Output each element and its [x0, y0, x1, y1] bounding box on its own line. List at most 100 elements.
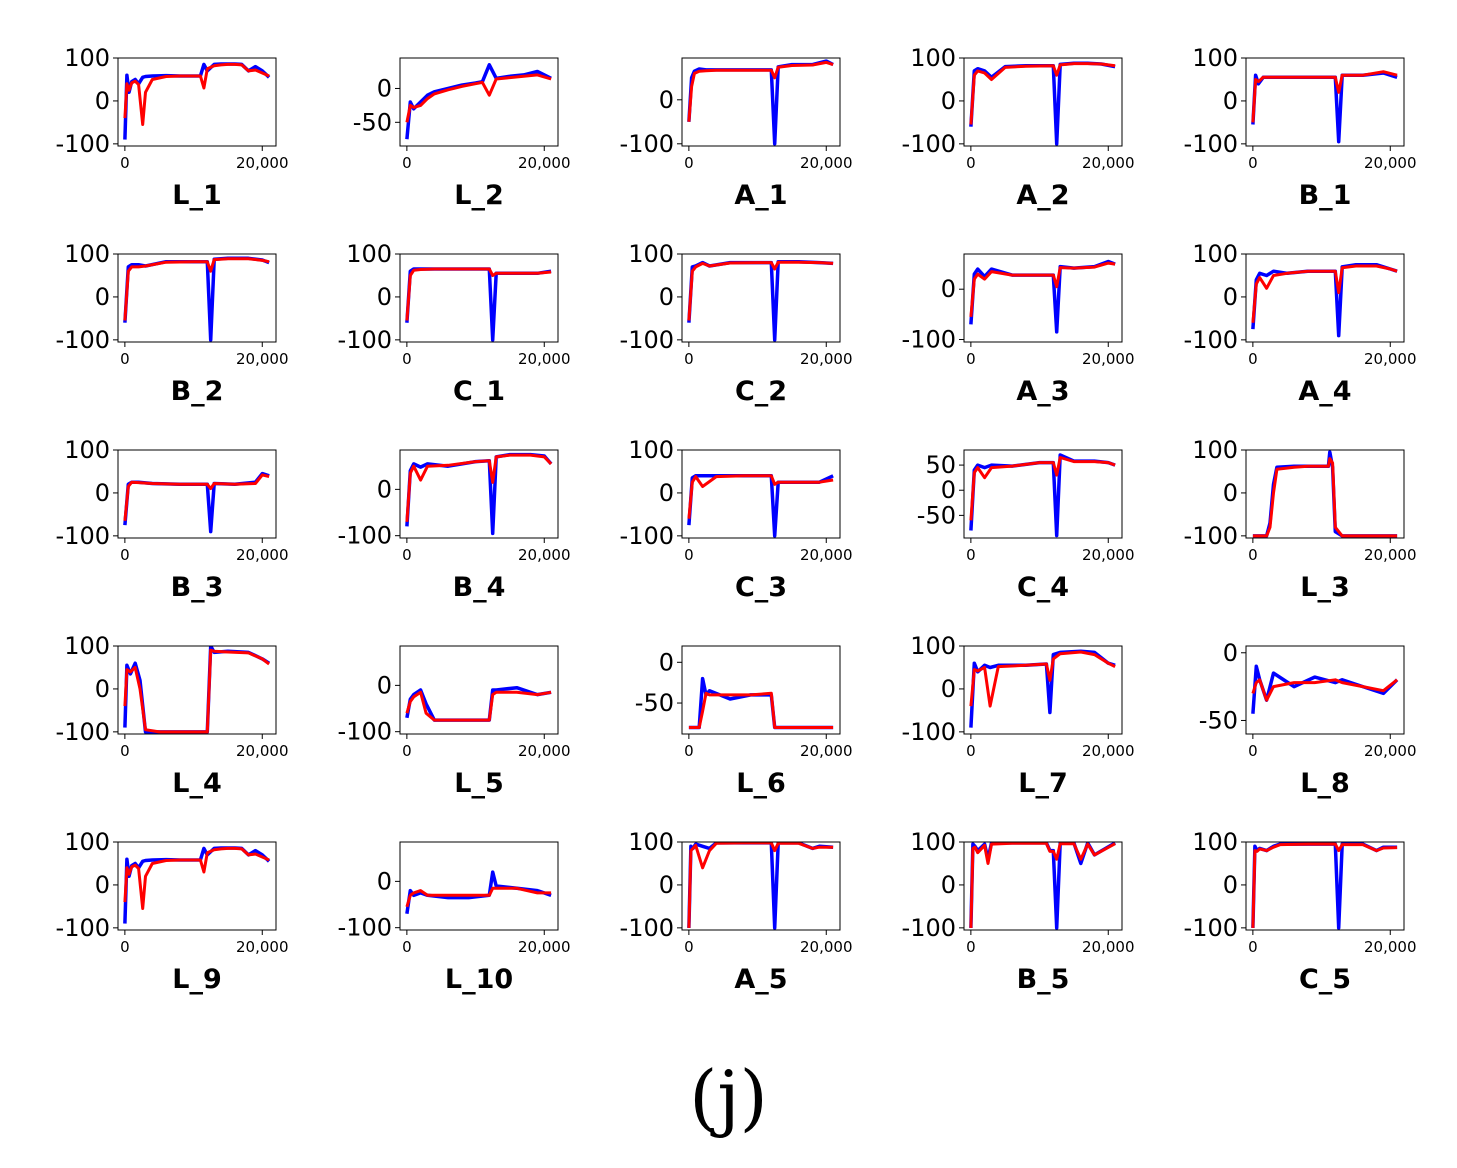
subplot-title: L_6 [736, 768, 786, 799]
y-tick-label: 0 [659, 86, 674, 114]
plot-area [969, 259, 1116, 334]
axes-frame [681, 449, 841, 539]
x-tick-label: 0 [684, 154, 694, 172]
y-tick-label: 0 [377, 671, 392, 699]
subplot-title: A_3 [1016, 376, 1069, 407]
axes-frame [963, 841, 1123, 931]
series-smooth-line [1252, 457, 1398, 538]
x-tick-label: 0 [966, 938, 976, 956]
x-tick-label: 20,000 [236, 350, 289, 368]
x-tick-label: 0 [120, 938, 130, 956]
y-tick-label: -100 [338, 914, 392, 942]
y-tick-label: 0 [1223, 871, 1238, 899]
y-tick-label: -50 [1199, 706, 1238, 734]
axes-frame [963, 449, 1123, 539]
x-tick-label: 0 [402, 742, 412, 760]
plot-area [687, 474, 834, 538]
subplot-a-3: 0 -100 0 20,000 A_3 [902, 253, 1135, 407]
x-tick-label: 20,000 [1364, 742, 1417, 760]
subplot-title: A_4 [1298, 376, 1351, 407]
y-tick-label: -100 [1184, 326, 1238, 354]
subplot-l-3: 100 0 -100 0 20,000 L_3 [1184, 436, 1417, 603]
x-tick-label: 0 [684, 742, 694, 760]
y-tick-label: 0 [95, 479, 110, 507]
x-tick-label: 20,000 [518, 938, 571, 956]
y-tick-label: -100 [620, 914, 674, 942]
x-tick-label: 20,000 [800, 154, 853, 172]
plot-area [123, 646, 271, 734]
subplot-b-4: 0 -100 0 20,000 B_4 [338, 449, 571, 603]
y-tick-label: 100 [910, 44, 956, 72]
series-smooth-line [687, 842, 834, 928]
x-tick-label: 0 [120, 350, 130, 368]
series-raw-line [1251, 71, 1398, 144]
series-smooth-line [969, 62, 1116, 125]
y-tick-label: -50 [635, 689, 674, 717]
subplot-a-1: 0 -100 0 20,000 A_1 [620, 57, 853, 211]
plot-area [123, 62, 271, 140]
plot-area [687, 59, 834, 146]
plot-area [969, 61, 1116, 146]
axes-frame [399, 253, 559, 343]
plot-area [687, 842, 834, 930]
x-tick-label: 0 [402, 350, 412, 368]
y-tick-label: -100 [620, 326, 674, 354]
subplot-title: L_8 [1300, 768, 1350, 799]
y-tick-label: 100 [64, 436, 110, 464]
x-tick-label: 20,000 [236, 546, 289, 564]
series-smooth-line [688, 691, 834, 729]
subplot-a-2: 100 0 -100 0 20,000 A_2 [902, 44, 1135, 211]
plot-area [405, 267, 552, 342]
subplot-title: A_1 [734, 180, 787, 211]
subplot-title: L_2 [454, 180, 504, 211]
y-tick-label: 100 [910, 828, 956, 856]
plot-area [405, 870, 552, 915]
x-tick-label: 20,000 [1082, 742, 1135, 760]
y-tick-label: 0 [95, 87, 110, 115]
subplot-l-6: 0 -50 0 20,000 L_6 [635, 645, 853, 799]
series-smooth-line [405, 690, 552, 722]
subplot-title: A_5 [734, 964, 787, 995]
axes-frame [681, 253, 841, 343]
subplot-title: B_2 [171, 376, 224, 407]
series-smooth-line [969, 650, 1116, 708]
series-smooth-line [405, 267, 552, 321]
y-tick-label: -100 [620, 130, 674, 158]
series-smooth-line [1251, 264, 1398, 323]
subplot-title: B_1 [1299, 180, 1352, 211]
plot-area [405, 685, 552, 722]
plot-area [1251, 70, 1398, 144]
x-tick-label: 20,000 [1364, 154, 1417, 172]
x-tick-label: 20,000 [518, 154, 571, 172]
plot-area [688, 676, 834, 730]
y-tick-label: -100 [902, 914, 956, 942]
plot-area [1251, 664, 1399, 714]
y-tick-label: 0 [659, 479, 674, 507]
series-smooth-line [123, 62, 270, 126]
plot-area [405, 63, 552, 140]
y-tick-label: -50 [353, 108, 392, 136]
x-tick-label: 0 [402, 938, 412, 956]
subplot-c-2: 100 0 -100 0 20,000 C_2 [620, 240, 853, 407]
x-tick-label: 0 [1248, 546, 1258, 564]
y-tick-label: 100 [64, 240, 110, 268]
series-smooth-line [405, 453, 553, 522]
subplot-title: C_5 [1299, 964, 1351, 995]
subplot-c-5: 100 0 -100 0 20,000 C_5 [1184, 828, 1417, 995]
x-tick-label: 0 [120, 546, 130, 564]
subplot-l-1: 100 0 -100 0 20,000 L_1 [56, 44, 289, 211]
y-tick-label: 0 [1223, 479, 1238, 507]
plot-area [123, 256, 270, 342]
subplot-title: A_2 [1016, 180, 1069, 211]
subplot-l-8: 0 -50 0 20,000 L_8 [1199, 639, 1417, 799]
x-tick-label: 0 [966, 742, 976, 760]
x-tick-label: 0 [1248, 154, 1258, 172]
axes-frame [681, 57, 841, 147]
x-tick-label: 20,000 [518, 350, 571, 368]
subplot-title: C_4 [1017, 572, 1069, 603]
y-tick-label: -100 [902, 718, 956, 746]
subplot-l-4: 100 0 -100 0 20,000 L_4 [56, 632, 289, 799]
x-tick-label: 20,000 [800, 350, 853, 368]
subplot-title: L_9 [172, 964, 222, 995]
